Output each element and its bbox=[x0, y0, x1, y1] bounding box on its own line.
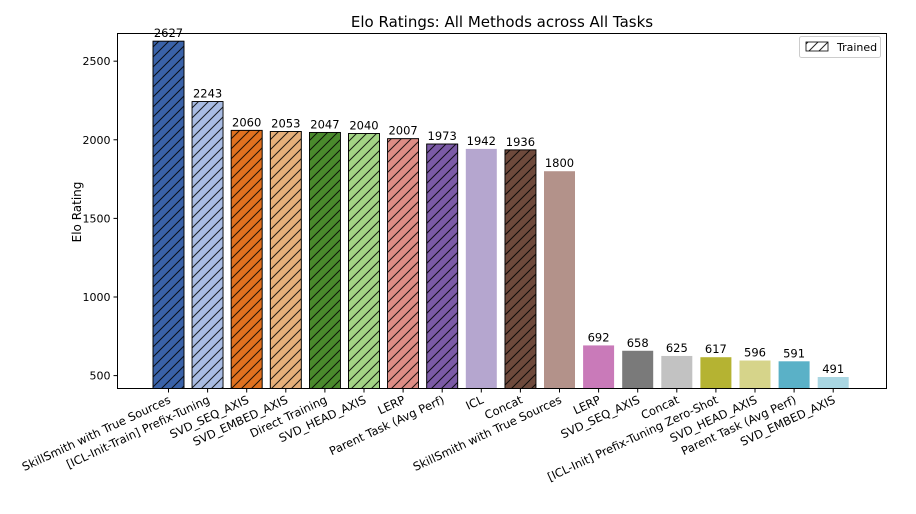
bar bbox=[700, 357, 732, 389]
y-tick-label: 1500 bbox=[83, 212, 111, 225]
y-tick-label: 500 bbox=[90, 370, 111, 383]
bar bbox=[817, 377, 849, 389]
bar-value-label: 1942 bbox=[467, 134, 496, 148]
bar bbox=[739, 360, 771, 389]
bar-value-label: 658 bbox=[627, 336, 649, 350]
bar-hatch bbox=[308, 131, 341, 389]
bar-value-label: 1800 bbox=[545, 156, 574, 170]
bar-hatch bbox=[504, 149, 537, 389]
bar-value-label: 591 bbox=[783, 346, 805, 360]
bar-value-label: 692 bbox=[588, 330, 610, 344]
bar-value-label: 2047 bbox=[310, 117, 339, 131]
y-tick-label: 2000 bbox=[83, 134, 111, 147]
legend: Trained bbox=[799, 36, 881, 58]
bar-hatch bbox=[348, 133, 380, 389]
bar bbox=[661, 355, 693, 389]
legend-label: Trained bbox=[836, 41, 877, 54]
bar bbox=[544, 171, 575, 389]
bar-value-label: 2053 bbox=[271, 116, 300, 130]
legend-swatch bbox=[805, 41, 829, 52]
bar-hatch bbox=[387, 138, 420, 389]
bar-hatch bbox=[230, 129, 263, 389]
bar-value-label: 617 bbox=[705, 342, 727, 356]
bar bbox=[583, 345, 615, 389]
y-tick-label: 1000 bbox=[83, 291, 111, 304]
bar-hatch bbox=[152, 40, 185, 389]
bar-hatch bbox=[269, 131, 302, 389]
bar-value-label: 596 bbox=[744, 346, 766, 360]
bar-value-label: 1973 bbox=[428, 129, 457, 143]
plot-frame bbox=[117, 33, 887, 389]
bar-value-label: 2007 bbox=[388, 124, 417, 138]
y-axis-label: Elo Rating bbox=[70, 182, 84, 243]
bar-hatch bbox=[426, 143, 459, 389]
bar bbox=[622, 350, 654, 389]
bar-value-label: 2040 bbox=[349, 118, 378, 132]
bar-hatch bbox=[191, 101, 224, 389]
bar bbox=[778, 361, 810, 389]
bar-value-label: 2243 bbox=[193, 87, 222, 101]
bar-value-label: 625 bbox=[666, 341, 688, 355]
bar-value-label: 491 bbox=[822, 362, 844, 376]
bar-value-label: 1936 bbox=[506, 135, 535, 149]
y-tick-label: 2500 bbox=[83, 55, 111, 68]
bar bbox=[465, 148, 497, 389]
bar-value-label: 2060 bbox=[232, 115, 261, 129]
chart-title: Elo Ratings: All Methods across All Task… bbox=[351, 13, 653, 31]
